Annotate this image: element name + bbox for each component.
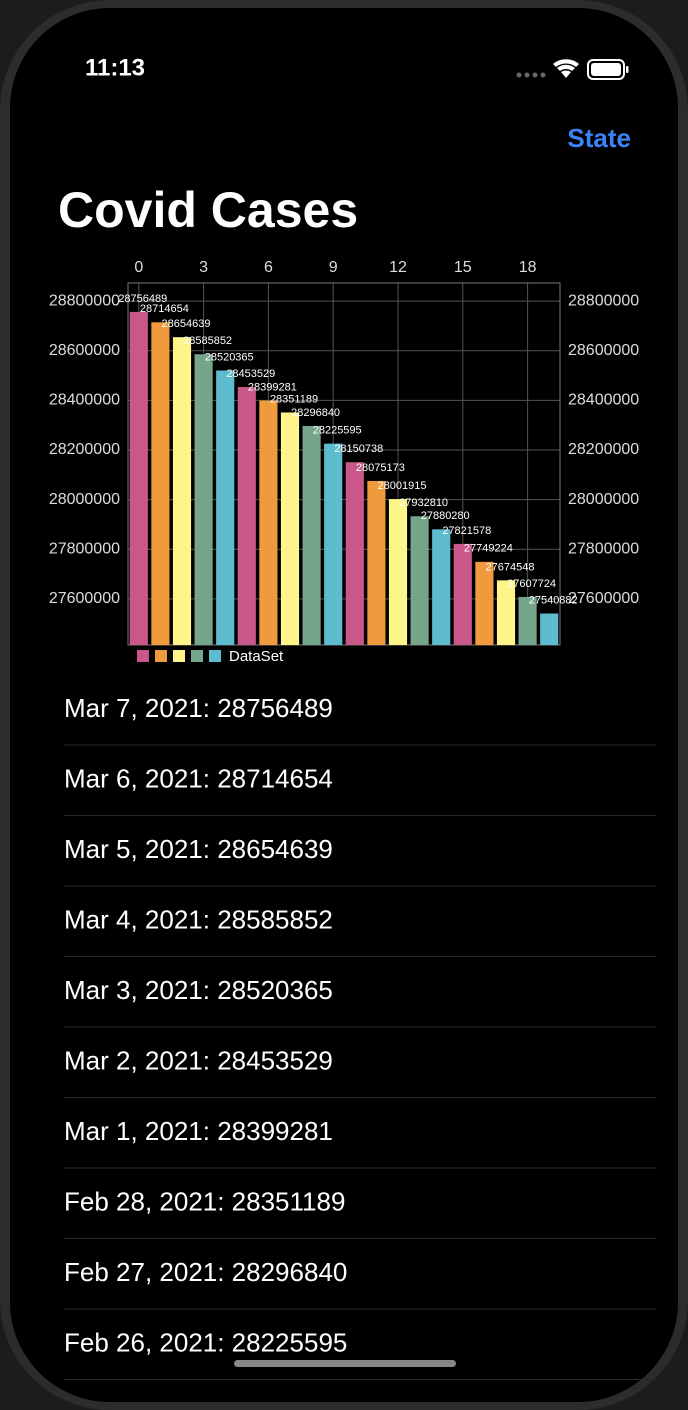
value-label: 28225595 (313, 425, 362, 437)
bar (367, 480, 386, 645)
legend-swatch (155, 650, 167, 662)
bar (518, 596, 537, 645)
bar (280, 412, 300, 645)
y2-tick-label: 27800000 (568, 540, 639, 557)
bar (237, 387, 256, 645)
bar (496, 580, 516, 645)
status-icons (516, 59, 629, 80)
bar (151, 322, 170, 645)
value-label: 27749224 (464, 543, 513, 555)
bar (453, 543, 472, 645)
value-label: 28585852 (183, 335, 232, 347)
list-item: Mar 7, 2021: 28756489 (64, 693, 333, 723)
x-tick-label: 3 (199, 259, 208, 276)
status-time: 11:13 (85, 54, 145, 81)
legend-label: DataSet (229, 648, 284, 665)
list-item: Mar 2, 2021: 28453529 (64, 1045, 333, 1075)
bar (410, 516, 429, 645)
bar (324, 443, 343, 645)
y2-tick-label: 28200000 (568, 441, 639, 458)
bar (388, 499, 408, 645)
y2-tick-label: 28600000 (568, 342, 639, 359)
legend-swatch (191, 650, 203, 662)
legend-swatch (209, 650, 221, 662)
y2-tick-label: 28000000 (568, 491, 639, 508)
value-label: 28075173 (356, 462, 405, 474)
value-label: 28001915 (378, 480, 427, 492)
y2-tick-label: 28800000 (568, 292, 639, 309)
bar (194, 354, 213, 645)
bar (172, 337, 192, 645)
value-label: 27540882 (529, 594, 578, 606)
list-item: Feb 26, 2021: 28225595 (64, 1327, 347, 1357)
bar (259, 400, 278, 645)
value-label: 28453529 (226, 368, 275, 380)
x-tick-label: 18 (519, 259, 537, 276)
value-label: 28351189 (270, 393, 318, 405)
y-tick-label: 28000000 (49, 491, 120, 508)
bar (540, 613, 559, 645)
x-tick-label: 9 (329, 259, 338, 276)
y-tick-label: 28600000 (49, 342, 120, 359)
legend-swatch (173, 650, 185, 662)
value-label: 28714654 (140, 303, 189, 315)
list-item: Mar 6, 2021: 28714654 (64, 763, 333, 793)
x-tick-label: 12 (389, 259, 407, 276)
bar (475, 561, 494, 645)
bar (302, 425, 321, 645)
list-item: Mar 1, 2021: 28399281 (64, 1116, 333, 1146)
y2-tick-label: 27600000 (568, 590, 639, 607)
list-item: Mar 3, 2021: 28520365 (64, 975, 333, 1005)
list-item: Mar 5, 2021: 28654639 (64, 834, 333, 864)
bar (432, 529, 451, 645)
bar (129, 311, 148, 645)
y-tick-label: 28800000 (49, 292, 120, 309)
value-label: 27821578 (442, 525, 491, 537)
value-label: 27674548 (486, 561, 535, 573)
value-label: 28399281 (248, 381, 297, 393)
x-tick-label: 6 (264, 259, 273, 276)
bar (345, 462, 364, 645)
x-tick-label: 0 (134, 259, 143, 276)
y-tick-label: 28400000 (49, 392, 120, 409)
list-item: Feb 28, 2021: 28351189 (64, 1186, 345, 1216)
value-label: 27880280 (421, 510, 470, 522)
list-item: Feb 27, 2021: 28296840 (64, 1257, 347, 1287)
y-tick-label: 27600000 (49, 590, 120, 607)
home-indicator (234, 1360, 456, 1367)
legend-swatch (137, 650, 149, 662)
value-label: 27607724 (507, 578, 556, 590)
list-item: Mar 4, 2021: 28585852 (64, 904, 333, 934)
y-tick-label: 27800000 (49, 540, 120, 557)
y2-tick-label: 28400000 (568, 392, 639, 409)
y-tick-label: 28200000 (49, 441, 120, 458)
nav-title: Covid Cases (58, 182, 358, 238)
value-label: 28520365 (205, 351, 254, 363)
value-label: 28296840 (291, 407, 340, 419)
plot-border (127, 282, 561, 646)
nav-button[interactable]: State (567, 123, 631, 153)
value-label: 28654639 (162, 318, 211, 330)
bar (216, 370, 235, 645)
value-label: 28756489 (118, 293, 167, 305)
value-label: 28150738 (334, 443, 383, 455)
value-label: 27932810 (399, 497, 448, 509)
x-tick-label: 15 (454, 259, 472, 276)
